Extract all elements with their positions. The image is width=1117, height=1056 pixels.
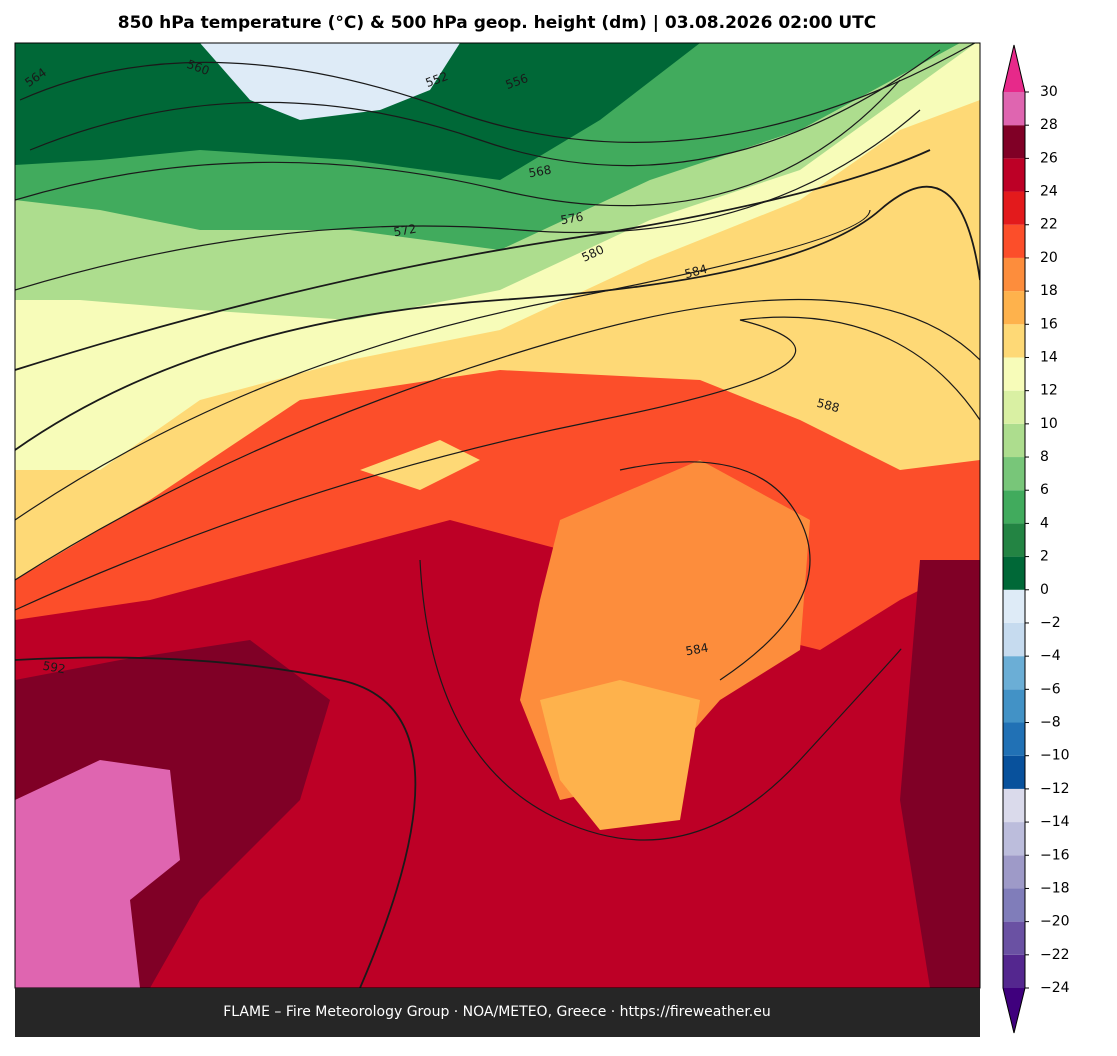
colorbar-over bbox=[1003, 45, 1025, 92]
contour-label: 592 bbox=[42, 659, 67, 677]
colorbar-bin bbox=[1003, 125, 1025, 159]
colorbar-tick-label: −6 bbox=[1040, 681, 1061, 697]
colorbar-tick-label: −14 bbox=[1040, 814, 1070, 830]
colorbar-tick-label: −24 bbox=[1040, 980, 1070, 996]
colorbar-tick-label: 24 bbox=[1040, 184, 1058, 200]
colorbar-bin bbox=[1003, 888, 1025, 922]
colorbar-bin bbox=[1003, 622, 1025, 657]
colorbar-tick-label: 2 bbox=[1040, 549, 1049, 565]
contour-label: 584 bbox=[683, 262, 709, 281]
colorbar-bin bbox=[1003, 656, 1025, 690]
contour-label: 588 bbox=[815, 396, 841, 415]
colorbar-tick-label: 18 bbox=[1040, 283, 1058, 299]
colorbar-bin bbox=[1003, 423, 1025, 458]
title: 850 hPa temperature (°C) & 500 hPa geop.… bbox=[118, 13, 877, 33]
contour-label: 568 bbox=[527, 163, 552, 181]
colorbar-tick-label: −4 bbox=[1040, 648, 1061, 664]
colorbar-tick-label: −8 bbox=[1040, 715, 1061, 731]
colorbar-tick-label: 22 bbox=[1040, 217, 1058, 233]
colorbar-tick-label: −16 bbox=[1040, 847, 1070, 863]
colorbar-bin bbox=[1003, 357, 1025, 391]
colorbar-bin bbox=[1003, 954, 1025, 988]
colorbar-tick-label: −10 bbox=[1040, 748, 1070, 764]
colorbar-bin bbox=[1003, 191, 1025, 225]
colorbar-tick-label: 28 bbox=[1040, 117, 1058, 133]
colorbar-bin bbox=[1003, 224, 1025, 258]
colorbar-under bbox=[1003, 988, 1025, 1033]
footer-band bbox=[15, 988, 980, 1037]
colorbar-bin bbox=[1003, 257, 1025, 292]
colorbar-tick-label: 30 bbox=[1040, 84, 1058, 100]
colorbar-tick-label: 12 bbox=[1040, 383, 1058, 399]
colorbar-bin bbox=[1003, 921, 1025, 955]
colorbar-bin bbox=[1003, 855, 1025, 889]
colorbar-tick-label: −22 bbox=[1040, 947, 1070, 963]
colorbar-bin bbox=[1003, 291, 1025, 325]
colorbar-bin bbox=[1003, 822, 1025, 856]
colorbar-bin bbox=[1003, 689, 1025, 723]
contour-label: 576 bbox=[559, 210, 584, 228]
colorbar-bin bbox=[1003, 788, 1025, 823]
colorbar-bin bbox=[1003, 390, 1025, 424]
colorbar-tick-label: 20 bbox=[1040, 250, 1058, 266]
colorbar-bin bbox=[1003, 589, 1025, 623]
colorbar-tick-label: 6 bbox=[1040, 482, 1049, 498]
colorbar-tick-label: −18 bbox=[1040, 880, 1070, 896]
colorbar-bin bbox=[1003, 324, 1025, 358]
colorbar-tick-label: −12 bbox=[1040, 781, 1070, 797]
colorbar-tick-label: 8 bbox=[1040, 449, 1049, 465]
colorbar: −24−22−20−18−16−14−12−10−8−6−4−202468101… bbox=[1002, 44, 1070, 1034]
contour-label: 584 bbox=[684, 641, 709, 659]
colorbar-bin bbox=[1003, 755, 1025, 789]
colorbar-bin bbox=[1003, 490, 1025, 524]
colorbar-bin bbox=[1003, 523, 1025, 557]
colorbar-bin bbox=[1003, 722, 1025, 756]
colorbar-tick-label: −20 bbox=[1040, 914, 1070, 930]
colorbar-tick-label: 14 bbox=[1040, 349, 1058, 365]
colorbar-tick-label: −2 bbox=[1040, 615, 1061, 631]
colorbar-bin bbox=[1003, 457, 1025, 491]
colorbar-bin bbox=[1003, 92, 1025, 126]
colorbar-bin bbox=[1003, 158, 1025, 192]
colorbar-tick-label: 26 bbox=[1040, 150, 1058, 166]
footer: FLAME – Fire Meteorology Group · NOA/MET… bbox=[223, 1004, 771, 1020]
colorbar-tick-label: 4 bbox=[1040, 515, 1049, 531]
colorbar-tick-label: 10 bbox=[1040, 416, 1058, 432]
colorbar-tick-label: 0 bbox=[1040, 582, 1049, 598]
contour-label: 572 bbox=[392, 222, 417, 240]
colorbar-tick-label: 16 bbox=[1040, 316, 1058, 332]
colorbar-bin bbox=[1003, 556, 1025, 590]
